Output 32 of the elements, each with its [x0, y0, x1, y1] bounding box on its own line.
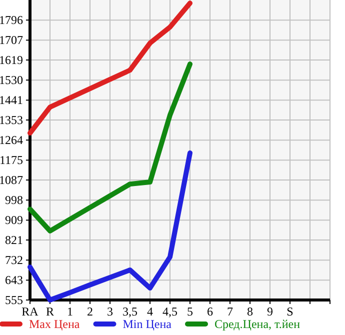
y-tick-label: 1175	[0, 152, 23, 167]
x-tick-label: 9	[267, 304, 273, 319]
y-tick-label: 998	[5, 192, 23, 207]
y-tick-label: 1264	[0, 132, 23, 147]
y-tick-label: 1796	[0, 12, 23, 27]
y-tick-label: 1707	[0, 32, 23, 47]
x-tick-label: 3	[107, 304, 113, 319]
y-tick-label: 909	[5, 212, 23, 227]
y-tick-label: 1619	[0, 52, 23, 67]
x-tick-label: 7	[227, 304, 233, 319]
y-tick-label: 821	[5, 232, 23, 247]
y-tick-label: 643	[5, 272, 23, 287]
legend-label: Min Цена	[122, 317, 172, 331]
x-tick-label: 6	[207, 304, 213, 319]
x-tick-label: S	[286, 304, 294, 319]
legend-label: Сред.Цена, т.йен	[214, 317, 301, 331]
x-tick-label: 2	[87, 304, 93, 319]
x-tick-label: RA	[22, 304, 39, 319]
y-tick-label: 1441	[0, 92, 23, 107]
y-tick-label: 1353	[0, 112, 23, 127]
x-tick-label: 5	[187, 304, 193, 319]
y-tick-label: 555	[5, 292, 23, 307]
x-tick-label: 4,5	[162, 304, 178, 319]
y-tick-label: 732	[5, 252, 23, 267]
x-tick-label: 8	[247, 304, 253, 319]
x-tick-label: 3,5	[122, 304, 138, 319]
legend-label: Max Цена	[29, 317, 80, 331]
y-tick-label: 1087	[0, 172, 23, 187]
x-tick-label: 4	[147, 304, 153, 319]
x-tick-label: R	[46, 304, 54, 319]
x-tick-label: 1	[67, 304, 73, 319]
y-tick-label: 1530	[0, 72, 23, 87]
